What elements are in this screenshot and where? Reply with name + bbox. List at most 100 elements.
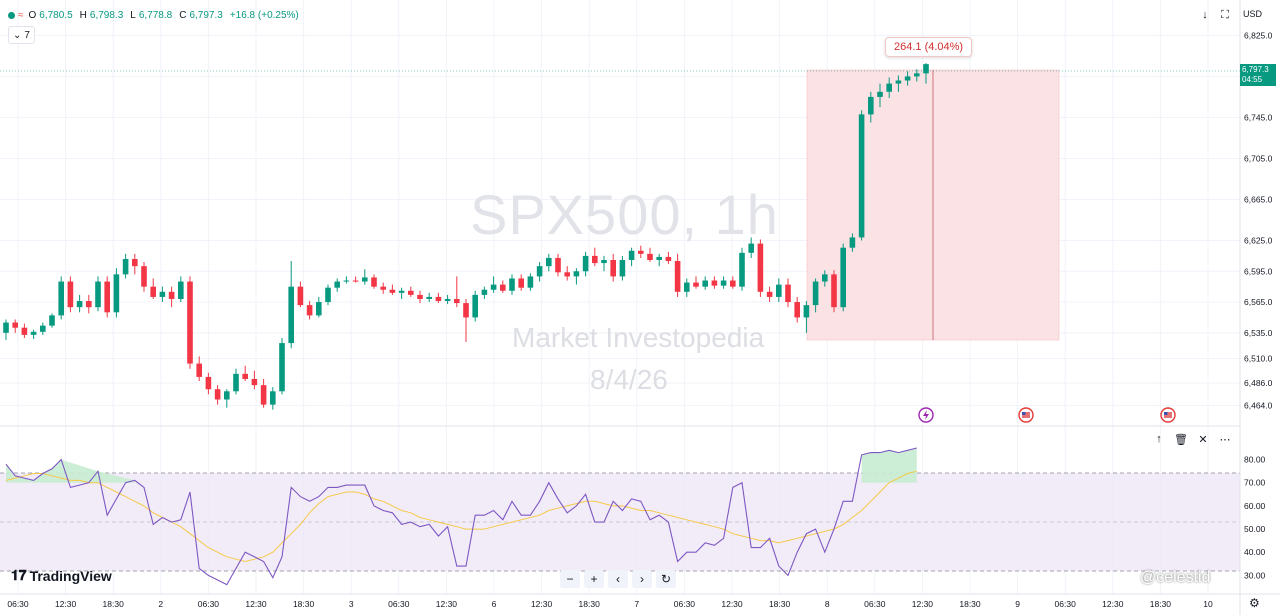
event-icon-earnings[interactable]: [918, 407, 934, 423]
price-tick-label: 6,486.0: [1244, 378, 1273, 388]
candle: [150, 278, 156, 299]
candle: [352, 276, 359, 283]
candle-body: [656, 256, 662, 260]
candle-body: [858, 114, 865, 238]
measure-label[interactable]: 264.1 (4.04%): [885, 37, 973, 57]
candle-body: [40, 325, 46, 332]
trash-icon[interactable]: 🗑: [1174, 433, 1188, 446]
candle: [205, 372, 212, 395]
candle-body: [628, 250, 635, 260]
download-icon[interactable]: ↓: [1202, 9, 1208, 21]
candle-body: [564, 272, 570, 277]
candle: [849, 233, 856, 252]
candle-body: [730, 280, 736, 287]
price-tick-label: 6,825.0: [1244, 30, 1273, 40]
tradingview-logo[interactable]: 𝟏𝟕 TradingView: [11, 567, 112, 584]
scroll-left-button[interactable]: ‹: [608, 570, 628, 588]
candle-body: [150, 286, 156, 297]
price-tick-label: 6,565.0: [1244, 297, 1273, 307]
candle: [159, 286, 166, 303]
price-tick-label: 6,464.0: [1244, 401, 1273, 411]
candle: [886, 77, 892, 98]
candle-body: [389, 289, 396, 293]
candle-body: [831, 274, 837, 308]
more-icon[interactable]: ⋯: [1219, 433, 1231, 446]
time-tick-label: 06:30: [674, 599, 696, 609]
candle: [49, 313, 55, 328]
candle: [76, 294, 83, 313]
candle-body: [288, 286, 294, 344]
candle-body: [794, 302, 800, 318]
candle: [398, 287, 405, 299]
candle: [132, 253, 138, 275]
candle-body: [380, 286, 386, 290]
candle: [766, 286, 773, 303]
candle: [592, 247, 598, 267]
time-tick-label: 9: [1015, 599, 1020, 609]
credit-watermark: @celestid: [1140, 569, 1211, 586]
candle: [21, 323, 28, 338]
gear-icon[interactable]: ⚙: [1249, 596, 1260, 610]
candle: [343, 276, 350, 284]
time-axis[interactable]: 06:30 12:30 18:30 2 06:30 12:30 18:30 3 06:30 12:…: [7, 599, 1213, 609]
candle-body: [352, 280, 359, 282]
candle-body: [748, 243, 754, 253]
event-icon-us-flag[interactable]: [1018, 407, 1034, 423]
reset-chart-button[interactable]: ↻: [656, 570, 676, 588]
candle-body: [702, 280, 708, 287]
zoom-in-button[interactable]: +: [584, 570, 604, 588]
rsi-tick-label: 70.00: [1244, 478, 1266, 488]
candle-body: [141, 266, 147, 287]
candle: [656, 253, 662, 267]
time-tick-label: 6: [492, 599, 497, 609]
candle-body: [21, 327, 28, 335]
time-tick-label: 12:30: [436, 599, 458, 609]
ohlc-legend[interactable]: ≈ O 6,780.5 H 6,798.3 L 6,778.8 C 6,797.3 +1…: [8, 6, 303, 24]
price-tick-label: 6,705.0: [1244, 153, 1273, 163]
candle: [748, 237, 754, 258]
candle: [3, 319, 9, 340]
candle: [270, 387, 276, 410]
rsi-ma-line: [5, 470, 917, 563]
move-up-icon[interactable]: ↑: [1156, 433, 1162, 445]
price-axis[interactable]: 6,825.06,785.06,745.06,705.06,665.06,625…: [1244, 30, 1273, 410]
candle: [518, 274, 524, 291]
candle-body: [30, 331, 37, 335]
candle: [325, 284, 331, 306]
time-tick-label: 18:30: [293, 599, 315, 609]
candle: [67, 276, 74, 313]
candle: [113, 268, 120, 318]
candle: [803, 301, 810, 333]
candle-body: [343, 280, 350, 282]
price-tick-label: 6,665.0: [1244, 194, 1273, 204]
wave-icon: ≈: [18, 9, 24, 21]
candle: [426, 292, 432, 303]
candle-body: [196, 363, 202, 377]
author-watermark: Market Investopedia: [512, 322, 765, 353]
candle-body: [472, 294, 478, 318]
time-tick-label: 8: [825, 599, 830, 609]
fullscreen-icon[interactable]: ⛶: [1221, 8, 1229, 21]
candle: [444, 294, 451, 305]
event-icon-us-flag-2[interactable]: [1160, 407, 1176, 423]
candle-body: [242, 373, 248, 379]
currency-selector[interactable]: USD: [1243, 9, 1263, 19]
candle-body: [233, 373, 239, 392]
candle: [389, 284, 396, 295]
candle-body: [904, 76, 911, 81]
candle: [30, 329, 37, 339]
chevron-down-icon: ⌄: [13, 29, 22, 41]
indicator-count: 7: [24, 29, 30, 41]
scroll-right-button[interactable]: ›: [632, 570, 652, 588]
indicators-toggle[interactable]: ⌄ 7: [8, 26, 35, 44]
candle-body: [104, 281, 110, 313]
candle-body: [187, 281, 193, 364]
candle-body: [693, 282, 699, 287]
rsi-axis[interactable]: 80.00 70.00 60.00 50.00 40.00 30.00: [1244, 455, 1266, 581]
collapse-icon[interactable]: ✕: [1198, 433, 1208, 446]
time-tick-label: 06:30: [198, 599, 220, 609]
tradingview-logo-mark: 𝟏𝟕: [11, 567, 27, 583]
candle: [628, 247, 635, 267]
zoom-out-button[interactable]: −: [560, 570, 580, 588]
